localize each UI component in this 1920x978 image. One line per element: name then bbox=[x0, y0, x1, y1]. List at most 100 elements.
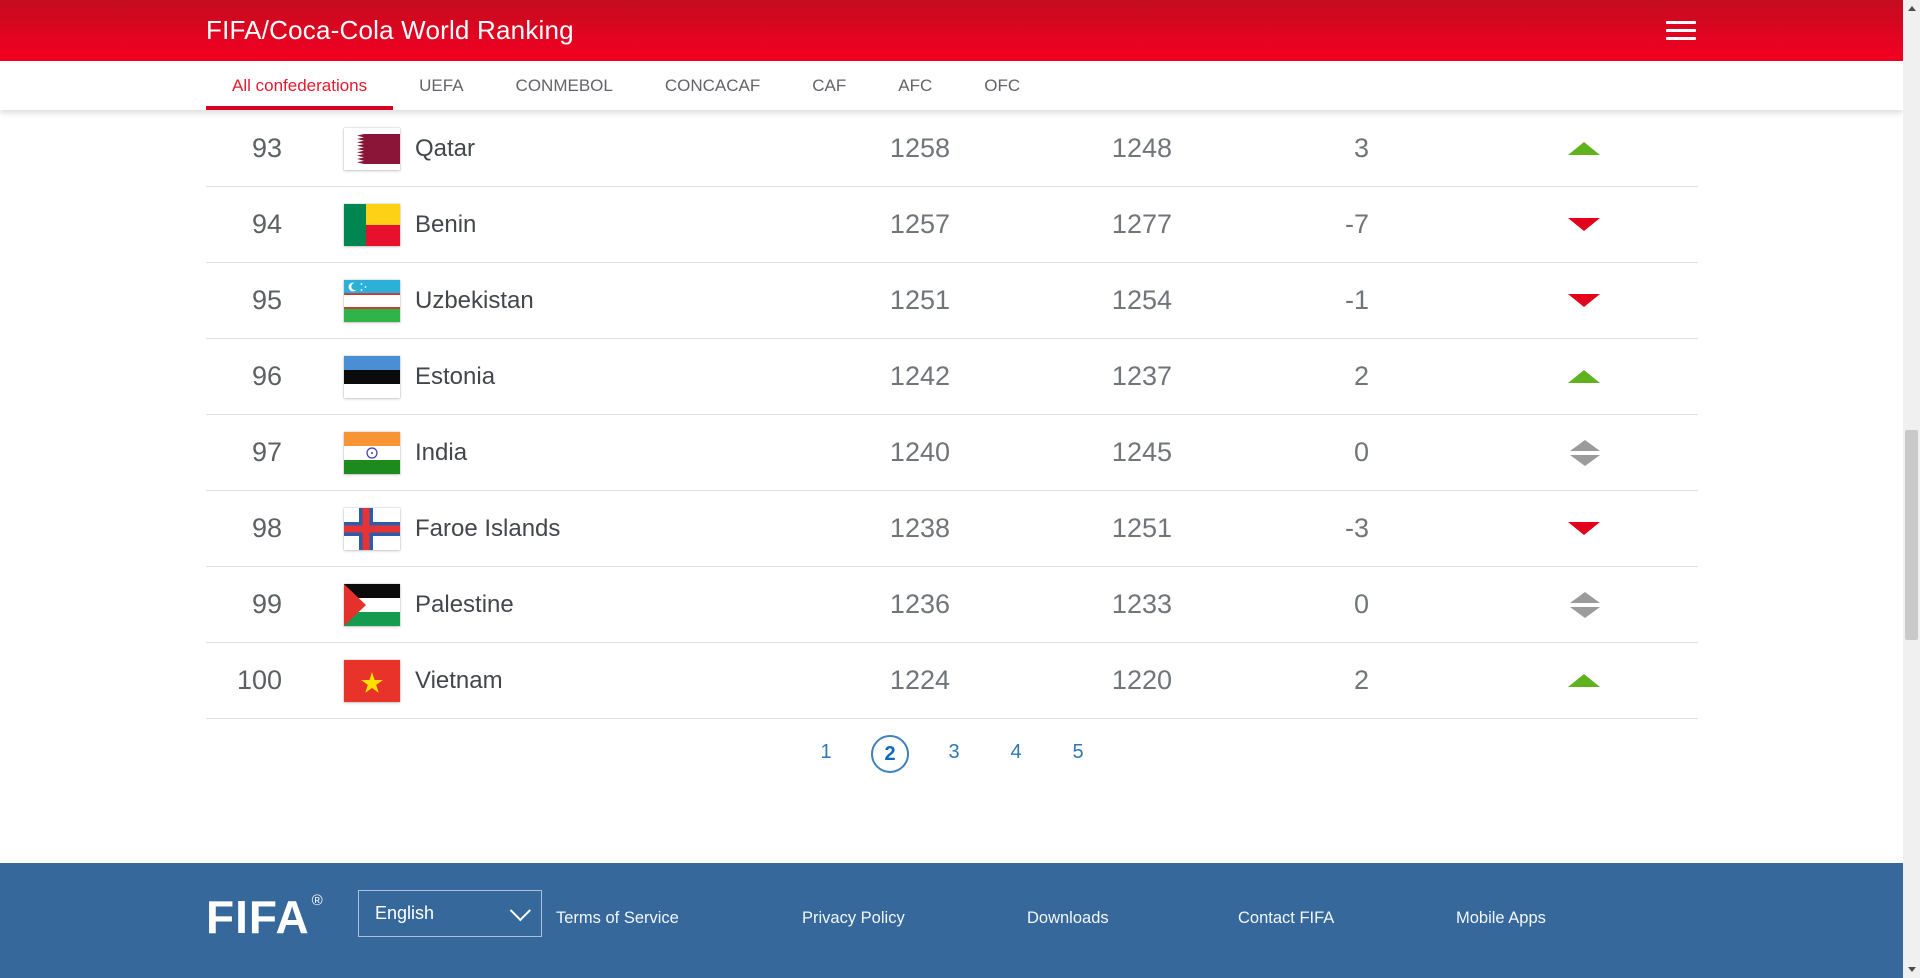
country-name: Palestine bbox=[415, 590, 514, 618]
points-cell: 1224 bbox=[889, 665, 950, 695]
rank-cell: 97 bbox=[251, 437, 282, 467]
vertical-scrollbar[interactable] bbox=[1903, 0, 1920, 978]
table-row[interactable]: 93 Qatar 1258 1248 3 bbox=[206, 111, 1698, 187]
fifa-logo[interactable]: FIFA ® bbox=[206, 893, 324, 940]
rank-cell: 95 bbox=[251, 285, 282, 315]
change-cell: 0 bbox=[1353, 589, 1369, 619]
tab-conmebol[interactable]: CONMEBOL bbox=[515, 75, 613, 95]
previous-points-cell: 1254 bbox=[1111, 285, 1172, 315]
points-cell: 1236 bbox=[889, 589, 950, 619]
table-row[interactable]: 95 Uzbekistan 1251 1254 -1 bbox=[206, 263, 1698, 339]
table-row[interactable]: 100 Vietnam 1224 1220 2 bbox=[206, 643, 1698, 719]
rank-cell: 93 bbox=[251, 133, 282, 163]
trend-cell bbox=[1369, 439, 1698, 466]
page-1[interactable]: 1 bbox=[820, 740, 832, 763]
page-5[interactable]: 5 bbox=[1072, 740, 1084, 763]
hamburger-icon bbox=[1666, 21, 1696, 40]
country-name: Benin bbox=[415, 210, 477, 238]
trend-cell bbox=[1369, 674, 1698, 687]
table-row[interactable]: 97 India 1240 1245 0 bbox=[206, 415, 1698, 491]
tab-ofc[interactable]: OFC bbox=[984, 75, 1021, 95]
app-footer: FIFA ® English Terms of Service Privacy Po… bbox=[0, 863, 1903, 978]
tab-concacaf[interactable]: CONCACAF bbox=[664, 75, 761, 95]
vietnam-flag-icon bbox=[344, 659, 400, 702]
previous-points-cell: 1233 bbox=[1111, 589, 1172, 619]
footer-link-downloads[interactable]: Downloads bbox=[1027, 909, 1109, 927]
trend-up-icon bbox=[1568, 370, 1600, 383]
table-row[interactable]: 98 Faroe Islands 1238 1251 -3 bbox=[206, 491, 1698, 567]
trend-cell bbox=[1369, 522, 1698, 535]
qatar-flag-icon bbox=[344, 127, 400, 170]
previous-points-cell: 1220 bbox=[1111, 665, 1172, 695]
previous-points-cell: 1248 bbox=[1111, 133, 1172, 163]
india-flag-icon bbox=[344, 431, 400, 474]
country-name: Uzbekistan bbox=[415, 286, 534, 314]
table-row[interactable]: 94 Benin 1257 1277 -7 bbox=[206, 187, 1698, 263]
trend-down-icon bbox=[1568, 522, 1600, 535]
footer-links: Terms of Service Privacy Policy Downloads C… bbox=[206, 863, 1698, 978]
pagination: 1 2 3 4 5 bbox=[206, 735, 1698, 773]
scrollbar-thumb[interactable] bbox=[1905, 430, 1918, 640]
previous-points-cell: 1237 bbox=[1111, 361, 1172, 391]
tab-caf[interactable]: CAF bbox=[812, 75, 847, 95]
change-cell: 0 bbox=[1353, 437, 1369, 467]
trend-cell bbox=[1369, 218, 1698, 231]
palestine-flag-icon bbox=[344, 583, 400, 626]
trend-down-icon bbox=[1568, 294, 1600, 307]
tab-afc[interactable]: AFC bbox=[898, 75, 933, 95]
country-name: Estonia bbox=[415, 362, 496, 390]
trend-equal-icon bbox=[1570, 439, 1600, 466]
trend-cell bbox=[1369, 591, 1698, 618]
tab-uefa[interactable]: UEFA bbox=[419, 75, 464, 95]
change-cell: 3 bbox=[1353, 133, 1369, 163]
ranking-content: 93 Qatar 1258 1248 3 94 Benin 1257 1277 -7 95 Uzbek… bbox=[0, 110, 1903, 773]
scrollbar-down-arrow-icon[interactable] bbox=[1903, 961, 1920, 978]
menu-button[interactable] bbox=[1664, 10, 1698, 51]
footer-link-privacy-policy[interactable]: Privacy Policy bbox=[802, 909, 905, 927]
rank-cell: 100 bbox=[236, 665, 282, 695]
language-select[interactable]: English bbox=[358, 890, 542, 937]
benin-flag-icon bbox=[344, 203, 400, 246]
trend-cell bbox=[1369, 370, 1698, 383]
change-cell: -7 bbox=[1344, 209, 1369, 239]
confederation-tabs: All confederations UEFA CONMEBOL CONCACAF CA… bbox=[0, 61, 1903, 110]
footer-link-terms-of-service[interactable]: Terms of Service bbox=[556, 909, 679, 927]
table-row[interactable]: 99 Palestine 1236 1233 0 bbox=[206, 567, 1698, 643]
uzbekistan-flag-icon bbox=[344, 279, 400, 322]
points-cell: 1238 bbox=[889, 513, 950, 543]
page-2-active[interactable]: 2 bbox=[871, 735, 909, 773]
page-3[interactable]: 3 bbox=[948, 740, 960, 763]
country-name: Qatar bbox=[415, 134, 476, 162]
previous-points-cell: 1245 bbox=[1111, 437, 1172, 467]
change-cell: 2 bbox=[1353, 361, 1369, 391]
footer-link-mobile-apps[interactable]: Mobile Apps bbox=[1456, 909, 1546, 927]
rank-cell: 94 bbox=[251, 209, 282, 239]
rank-cell: 96 bbox=[251, 361, 282, 391]
points-cell: 1258 bbox=[889, 133, 950, 163]
header-inner: FIFA/Coca-Cola World Ranking bbox=[206, 0, 1698, 61]
page-title: FIFA/Coca-Cola World Ranking bbox=[206, 15, 574, 45]
fifa-logo-text: FIFA bbox=[206, 891, 310, 943]
tab-all-confederations[interactable]: All confederations bbox=[206, 61, 394, 110]
page-4[interactable]: 4 bbox=[1010, 740, 1022, 763]
country-name: Vietnam bbox=[415, 666, 503, 694]
rank-cell: 98 bbox=[251, 513, 282, 543]
previous-points-cell: 1251 bbox=[1111, 513, 1172, 543]
estonia-flag-icon bbox=[344, 355, 400, 398]
points-cell: 1257 bbox=[889, 209, 950, 239]
table-row[interactable]: 96 Estonia 1242 1237 2 bbox=[206, 339, 1698, 415]
faroe-islands-flag-icon bbox=[344, 507, 400, 550]
trend-down-icon bbox=[1568, 218, 1600, 231]
trend-cell bbox=[1369, 142, 1698, 155]
points-cell: 1251 bbox=[889, 285, 950, 315]
ranking-table: 93 Qatar 1258 1248 3 94 Benin 1257 1277 -7 95 Uzbek… bbox=[206, 110, 1698, 719]
trend-cell bbox=[1369, 294, 1698, 307]
change-cell: -1 bbox=[1344, 285, 1369, 315]
previous-points-cell: 1277 bbox=[1111, 209, 1172, 239]
footer-link-contact-fifa[interactable]: Contact FIFA bbox=[1238, 909, 1335, 927]
change-cell: -3 bbox=[1344, 513, 1369, 543]
points-cell: 1242 bbox=[889, 361, 950, 391]
points-cell: 1240 bbox=[889, 437, 950, 467]
scrollbar-up-arrow-icon[interactable] bbox=[1903, 0, 1920, 17]
